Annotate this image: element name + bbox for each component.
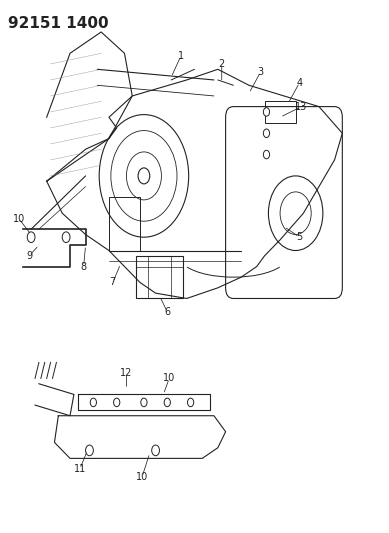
Text: 10: 10 bbox=[136, 472, 148, 482]
Text: 13: 13 bbox=[295, 102, 308, 111]
Circle shape bbox=[90, 398, 96, 407]
Text: 6: 6 bbox=[164, 307, 170, 317]
Text: 1: 1 bbox=[178, 51, 184, 61]
Text: 10: 10 bbox=[163, 374, 175, 383]
Text: 11: 11 bbox=[74, 464, 86, 474]
Text: 12: 12 bbox=[120, 368, 133, 378]
Text: 8: 8 bbox=[81, 262, 87, 271]
Circle shape bbox=[187, 398, 194, 407]
Text: 9: 9 bbox=[26, 251, 32, 261]
Text: 92151 1400: 92151 1400 bbox=[8, 16, 109, 31]
Circle shape bbox=[164, 398, 170, 407]
Circle shape bbox=[263, 108, 270, 116]
Circle shape bbox=[263, 150, 270, 159]
Bar bbox=[136, 256, 183, 298]
Text: 7: 7 bbox=[110, 278, 116, 287]
Text: 2: 2 bbox=[219, 59, 225, 69]
Text: 3: 3 bbox=[258, 67, 264, 77]
Circle shape bbox=[263, 129, 270, 138]
Bar bbox=[109, 197, 140, 251]
Circle shape bbox=[114, 398, 120, 407]
Text: 10: 10 bbox=[12, 214, 25, 223]
Bar bbox=[265, 101, 296, 123]
Text: 5: 5 bbox=[296, 232, 303, 242]
Circle shape bbox=[141, 398, 147, 407]
Text: 4: 4 bbox=[296, 78, 303, 87]
